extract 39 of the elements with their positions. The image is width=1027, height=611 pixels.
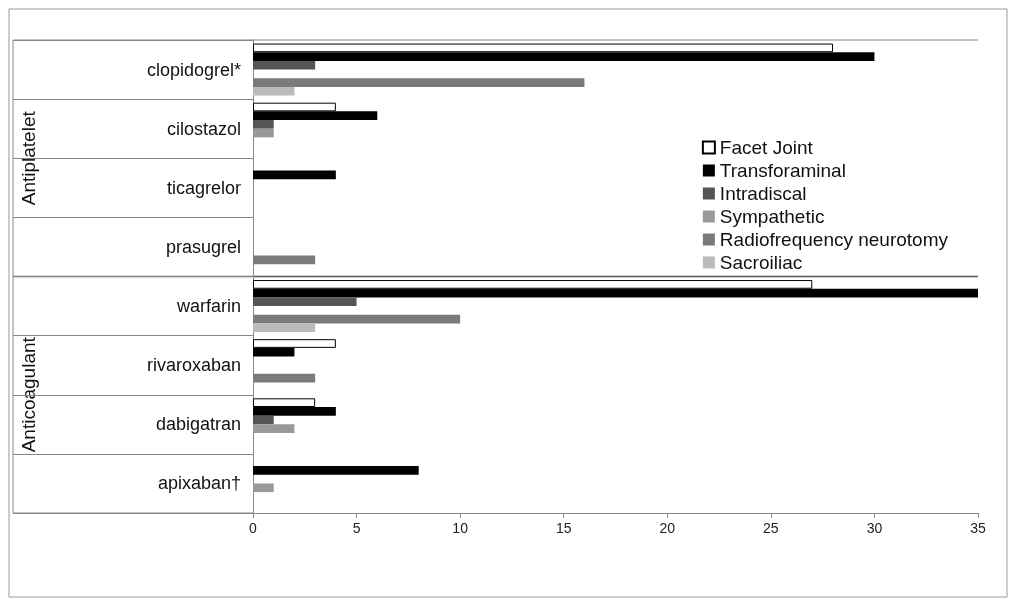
x-tick-label: 25 (763, 520, 779, 536)
x-tick-label: 20 (659, 520, 676, 536)
x-tick-label: 35 (970, 520, 986, 536)
y-tick-label: prasugrel (165, 236, 241, 257)
y-tick-label: apixaban† (157, 473, 241, 494)
x-tick-label: 0 (249, 520, 258, 536)
legend-label: Intradiscal (719, 183, 807, 204)
bar (253, 120, 274, 129)
legend-label: Transforaminal (719, 160, 846, 181)
bar (253, 128, 274, 138)
bar (253, 60, 316, 70)
bar (253, 466, 419, 475)
bar (253, 415, 274, 425)
y-tick-label: clopidogrel* (146, 59, 241, 80)
y-tick-label: cilostazol (166, 118, 241, 139)
legend-label: Sympathetic (719, 206, 825, 227)
bar (253, 86, 295, 96)
bar (253, 424, 295, 433)
bar (253, 255, 316, 265)
bar (253, 483, 274, 493)
bar (253, 373, 316, 383)
text: Anticoagulant (17, 336, 39, 453)
legend-label: Sacroiliac (719, 252, 803, 273)
text: Antiplatelet (17, 110, 39, 206)
bar (253, 323, 316, 333)
x-tick-label: 30 (866, 520, 883, 536)
bar (253, 170, 336, 180)
legend-label: Radiofrequency neurotomy (719, 229, 949, 250)
y-tick-label: rivaroxaban (146, 355, 241, 376)
y-tick-label: ticagrelor (166, 177, 241, 198)
x-tick-label: 5 (352, 520, 361, 536)
y-tick-label: dabigatran (155, 414, 241, 435)
bar (253, 297, 357, 307)
bar (253, 78, 585, 87)
x-tick-label: 10 (452, 520, 469, 536)
x-tick-label: 15 (555, 520, 572, 536)
bar (253, 314, 461, 324)
legend-label: Facet Joint (719, 137, 814, 158)
y-tick-label: warfarin (175, 296, 241, 317)
